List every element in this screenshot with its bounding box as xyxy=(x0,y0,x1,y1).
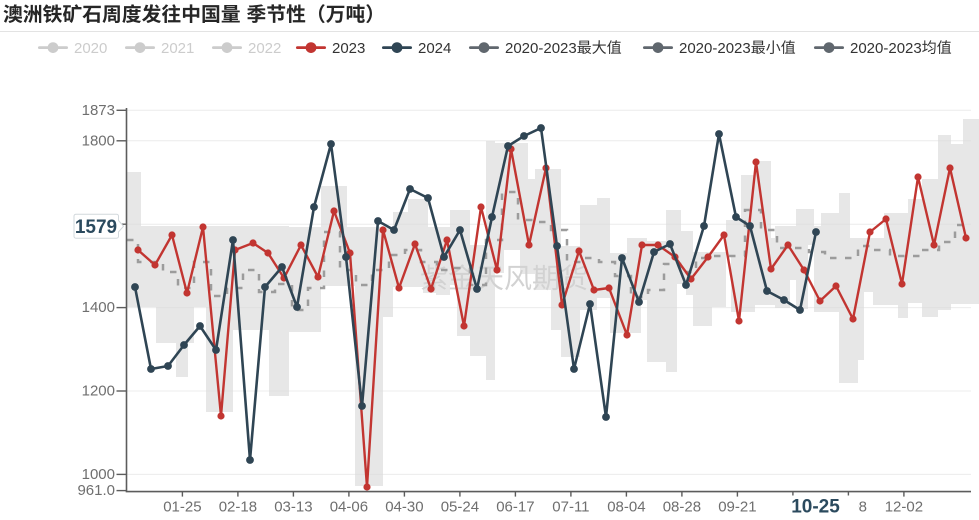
svg-text:05-24: 05-24 xyxy=(441,499,479,516)
svg-text:2020-2023: 2020-2023 xyxy=(505,40,577,57)
svg-text:02-18: 02-18 xyxy=(219,499,257,516)
svg-text:2023: 2023 xyxy=(332,40,365,57)
svg-text:06-17: 06-17 xyxy=(496,499,534,516)
svg-text:2020-2023: 2020-2023 xyxy=(679,40,751,57)
svg-text:2022: 2022 xyxy=(248,40,281,57)
svg-text:08-28: 08-28 xyxy=(663,499,701,516)
svg-text:07-11: 07-11 xyxy=(552,499,589,516)
svg-text:10-25: 10-25 xyxy=(791,497,840,518)
svg-text:1579: 1579 xyxy=(75,217,117,238)
svg-text:2020-2023: 2020-2023 xyxy=(850,40,922,57)
svg-text:04-06: 04-06 xyxy=(330,499,368,516)
svg-text:2024: 2024 xyxy=(418,40,451,57)
svg-text:03-13: 03-13 xyxy=(274,499,312,516)
svg-text:08-04: 08-04 xyxy=(607,499,645,516)
svg-text:12-02: 12-02 xyxy=(885,499,923,516)
svg-text:01-25: 01-25 xyxy=(163,499,201,516)
svg-text:1873: 1873 xyxy=(82,102,115,119)
svg-text:961.0: 961.0 xyxy=(77,482,115,499)
svg-text:1000: 1000 xyxy=(82,466,115,483)
svg-text:1200: 1200 xyxy=(82,383,115,400)
svg-text:2021: 2021 xyxy=(161,40,194,57)
svg-text:1800: 1800 xyxy=(82,132,115,149)
svg-text:09-21: 09-21 xyxy=(718,499,756,516)
svg-text:1400: 1400 xyxy=(82,299,115,316)
svg-text:2020: 2020 xyxy=(74,40,107,57)
svg-text:04-30: 04-30 xyxy=(385,499,423,516)
